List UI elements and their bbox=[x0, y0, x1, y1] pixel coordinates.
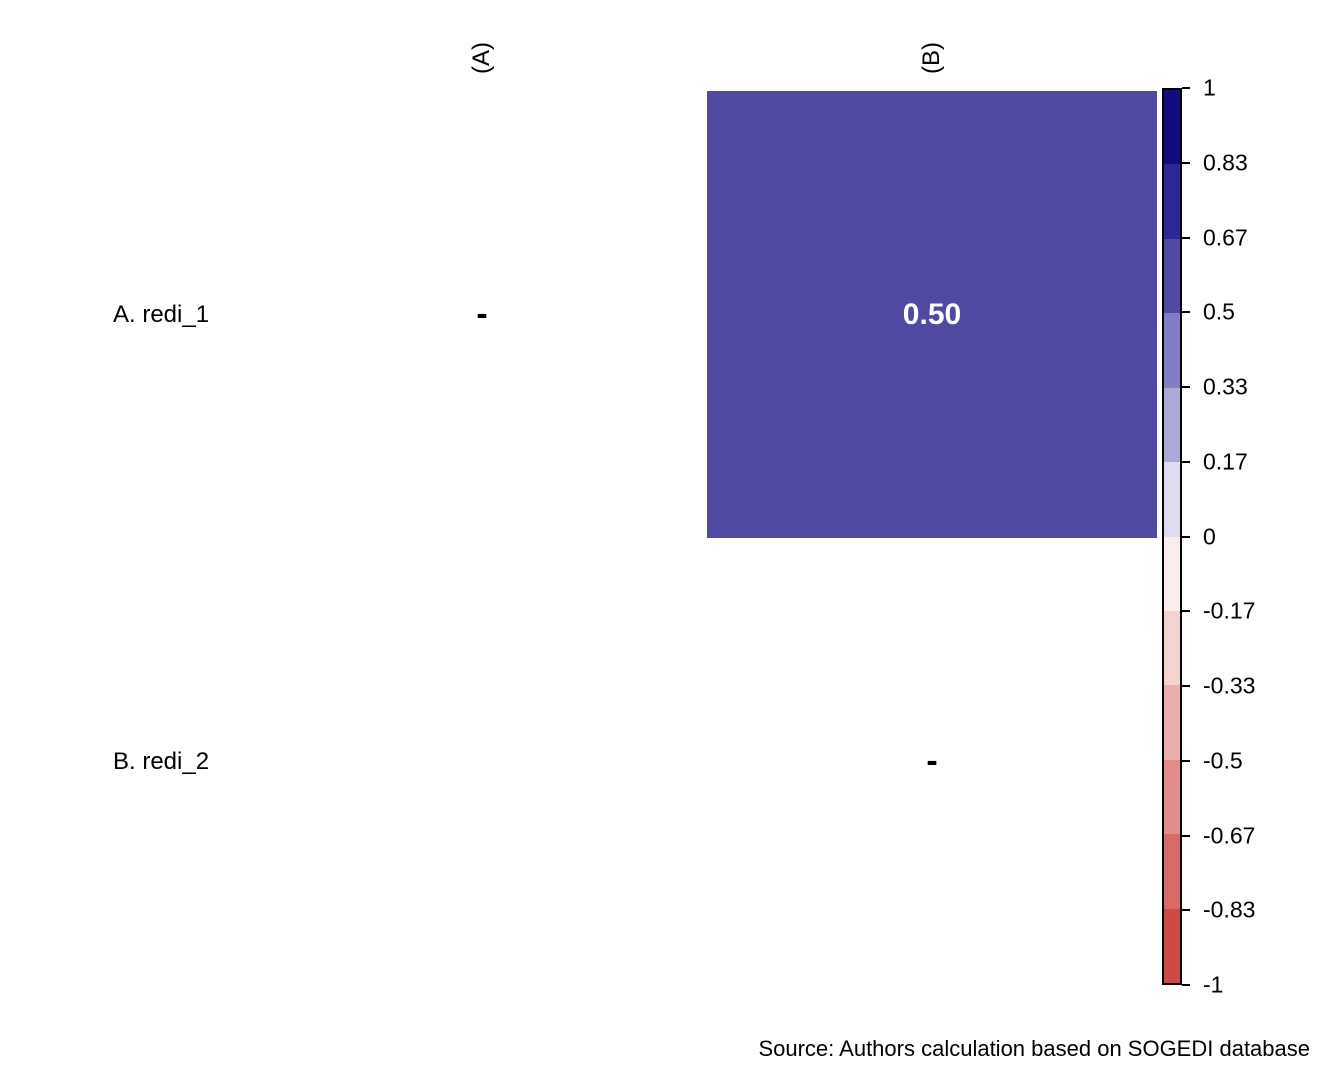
colorbar-tick bbox=[1182, 685, 1190, 687]
colorbar-tick bbox=[1182, 535, 1190, 538]
colorbar-segment bbox=[1164, 90, 1180, 165]
colorbar-tick bbox=[1182, 161, 1190, 164]
colorbar bbox=[1162, 88, 1182, 985]
colorbar-tick bbox=[1182, 460, 1190, 463]
cell-label: - bbox=[926, 742, 938, 780]
column-header: (A) bbox=[468, 42, 495, 74]
colorbar-tick-label: 1 bbox=[1203, 74, 1216, 101]
colorbar-tick-label: 0.17 bbox=[1203, 448, 1248, 475]
colorbar-tick bbox=[1182, 759, 1190, 762]
colorbar-segment bbox=[1164, 685, 1180, 760]
colorbar-tick bbox=[1182, 87, 1190, 89]
row-label: A. redi_1 bbox=[113, 300, 210, 328]
colorbar-tick bbox=[1182, 236, 1190, 239]
colorbar-tick bbox=[1182, 834, 1190, 837]
colorbar-tick-label: -1 bbox=[1203, 971, 1224, 998]
matrix-cell-value: 0.50 bbox=[707, 91, 1157, 538]
colorbar-tick-label: 0.33 bbox=[1203, 373, 1248, 400]
colorbar-tick-label: 0.83 bbox=[1203, 149, 1248, 176]
colorbar-tick-label: -0.5 bbox=[1203, 747, 1243, 774]
colorbar-tick-label: 0 bbox=[1203, 523, 1216, 549]
colorbar-tick bbox=[1182, 386, 1190, 388]
column-header: (B) bbox=[918, 42, 945, 74]
row-label: B. redi_2 bbox=[113, 747, 210, 775]
colorbar-segment bbox=[1164, 908, 1180, 984]
colorbar-segment bbox=[1164, 834, 1180, 909]
matrix-cell-diagonal: - bbox=[257, 91, 707, 538]
matrix-cell-diagonal: - bbox=[707, 538, 1157, 985]
colorbar-tick-label: -0.17 bbox=[1203, 597, 1256, 624]
colorbar-tick bbox=[1182, 909, 1190, 912]
colorbar-tick bbox=[1182, 610, 1190, 613]
colorbar-segment bbox=[1164, 313, 1180, 388]
colorbar-segment bbox=[1164, 164, 1180, 239]
colorbar-tick bbox=[1182, 984, 1190, 986]
colorbar-segment bbox=[1164, 387, 1180, 463]
colorbar-tick-label: 0.5 bbox=[1203, 298, 1235, 325]
colorbar-tick bbox=[1182, 311, 1190, 314]
colorbar-segment bbox=[1164, 610, 1180, 686]
colorbar-segment bbox=[1164, 462, 1180, 537]
colorbar-tick-label: -0.33 bbox=[1203, 672, 1256, 699]
cell-label: - bbox=[476, 295, 488, 333]
colorbar-tick-label: -0.67 bbox=[1203, 822, 1256, 848]
cell-label: 0.50 bbox=[902, 297, 962, 331]
colorbar-tick-label: 0.67 bbox=[1203, 224, 1248, 250]
colorbar-segment bbox=[1164, 759, 1180, 835]
colorbar-tick-label: -0.83 bbox=[1203, 896, 1256, 923]
colorbar-segment bbox=[1164, 536, 1180, 611]
colorbar-segment bbox=[1164, 238, 1180, 314]
source-note: Source: Authors calculation based on SOG… bbox=[758, 1036, 1310, 1061]
